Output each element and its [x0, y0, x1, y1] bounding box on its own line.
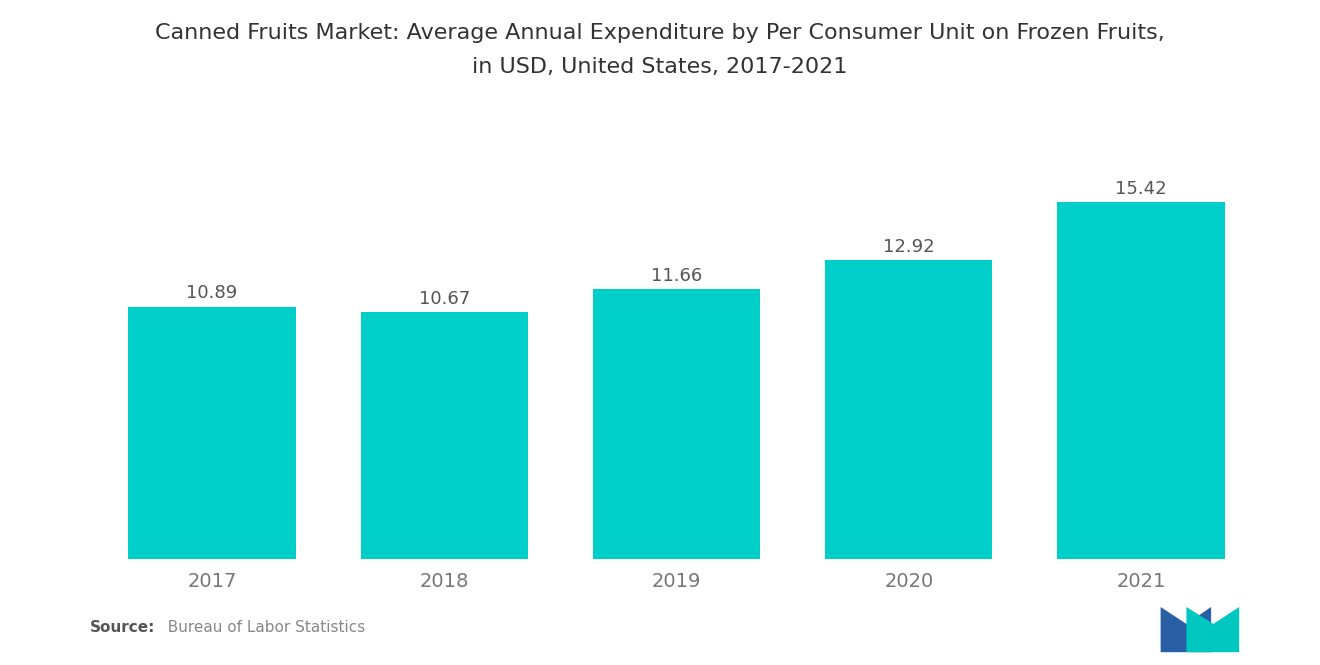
Bar [825, 260, 993, 559]
Text: in USD, United States, 2017-2021: in USD, United States, 2017-2021 [473, 57, 847, 76]
Text: 15.42: 15.42 [1115, 180, 1167, 198]
Bar [593, 289, 760, 559]
Text: 10.67: 10.67 [418, 289, 470, 307]
Bar [1057, 202, 1225, 559]
Text: Bureau of Labor Statistics: Bureau of Labor Statistics [158, 620, 366, 635]
Text: 11.66: 11.66 [651, 267, 702, 285]
Polygon shape [1187, 607, 1239, 652]
Polygon shape [1160, 607, 1212, 652]
Text: 10.89: 10.89 [186, 285, 238, 303]
Bar [128, 307, 296, 559]
Text: 12.92: 12.92 [883, 237, 935, 255]
Text: Canned Fruits Market: Average Annual Expenditure by Per Consumer Unit on Frozen : Canned Fruits Market: Average Annual Exp… [156, 23, 1164, 43]
Text: Source:: Source: [90, 620, 156, 635]
Bar [360, 312, 528, 559]
